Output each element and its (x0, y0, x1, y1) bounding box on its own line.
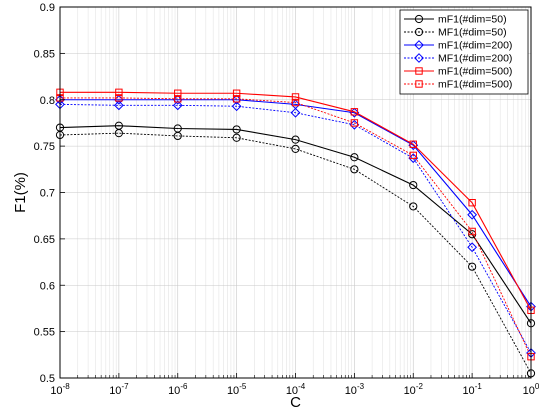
legend-box (399, 9, 529, 95)
legend-label: mF1(#dim=500) (438, 66, 512, 78)
y-tick-label: 0.65 (34, 234, 55, 246)
data-point-circle (350, 153, 359, 162)
data-point-diamond (414, 40, 424, 50)
data-point-square (350, 119, 359, 127)
x-tick-label: 10-3 (345, 382, 365, 397)
data-point-circle (350, 165, 359, 174)
x-tick-label: 10-2 (404, 382, 424, 397)
x-tick-label: 10-5 (227, 382, 247, 397)
x-tick-label: 10-1 (462, 382, 482, 397)
data-point-circle (468, 262, 477, 271)
y-axis-title: F1(%) (12, 172, 29, 213)
x-tick-label: 10-4 (286, 382, 306, 397)
data-point-square (350, 108, 359, 116)
data-point-diamond (414, 53, 424, 63)
x-tick-label: 10-7 (109, 382, 129, 397)
legend-item: mF1(#dim=500) (404, 79, 512, 91)
x-tick-label: 100 (523, 382, 540, 397)
data-point-square (115, 94, 123, 102)
data-point-square (415, 80, 423, 88)
data-point-circle (409, 180, 418, 190)
data-point-square (291, 93, 300, 101)
y-tick-label: 0.7 (40, 188, 55, 200)
y-tick-label: 0.5 (40, 373, 55, 385)
data-point-circle (409, 202, 418, 211)
data-point-square (115, 88, 123, 97)
data-point-diamond (113, 100, 124, 111)
y-tick-label: 0.9 (40, 2, 55, 14)
legend-label: mF1(#dim=200) (438, 40, 512, 52)
data-point-circle (232, 133, 241, 142)
data-point-square (415, 67, 423, 75)
data-point-circle (414, 27, 424, 37)
data-point-square (409, 140, 417, 148)
legend-label: mF1(#dim=500) (438, 79, 512, 91)
data-point-diamond (467, 242, 478, 253)
data-point-diamond (467, 209, 478, 220)
series-line (60, 99, 532, 307)
data-point-circle (114, 129, 123, 138)
data-point-square (468, 227, 476, 236)
data-point-diamond (172, 100, 183, 111)
legend-label: mF1(#dim=50) (438, 14, 507, 26)
series-6 (56, 94, 535, 361)
y-tick-label: 0.75 (34, 141, 55, 153)
data-point-circle (232, 125, 241, 134)
data-point-diamond (231, 101, 242, 112)
series-line (60, 97, 532, 357)
legend-item: MF1(#dim=50) (404, 27, 507, 39)
legend-item: MF1(#dim=200) (404, 53, 512, 65)
series-layer (55, 88, 536, 378)
legend-item: mF1(#dim=500) (404, 66, 512, 78)
x-tick-label: 10-8 (50, 382, 70, 397)
data-point-square (468, 199, 476, 207)
legend: mF1(#dim=50)MF1(#dim=50)mF1(#dim=200)MF1… (399, 9, 529, 95)
x-tick-label: 10-6 (168, 382, 188, 397)
series-line (60, 91, 532, 311)
data-point-circle (291, 144, 300, 154)
data-point-square (232, 89, 241, 97)
series-2 (55, 129, 536, 378)
data-point-circle (291, 135, 300, 144)
y-tick-label: 0.6 (40, 280, 55, 292)
legend-item: mF1(#dim=200) (404, 40, 512, 52)
data-point-square (409, 151, 417, 160)
series-line (59, 132, 532, 374)
tick-layer: 0.5 0.55 0.6 0.65 0.7 0.75 0.8 0.85 0.9 10-8 10-7 1… (34, 2, 540, 397)
x-axis-title: C (290, 394, 301, 411)
y-tick-label: 0.85 (34, 48, 55, 60)
data-point-square (291, 98, 300, 107)
legend-label: MF1(#dim=50) (438, 27, 507, 39)
data-point-square (174, 89, 182, 97)
legend-item: mF1(#dim=50) (404, 14, 507, 26)
series-line (59, 103, 532, 354)
data-point-circle (173, 131, 182, 141)
data-point-diamond (290, 107, 301, 118)
legend-label: MF1(#dim=200) (438, 53, 512, 65)
data-point-circle (414, 14, 424, 24)
data-point-square (232, 95, 241, 103)
y-tick-label: 0.8 (40, 95, 55, 107)
data-point-square (174, 95, 182, 103)
y-tick-label: 0.55 (34, 327, 55, 339)
